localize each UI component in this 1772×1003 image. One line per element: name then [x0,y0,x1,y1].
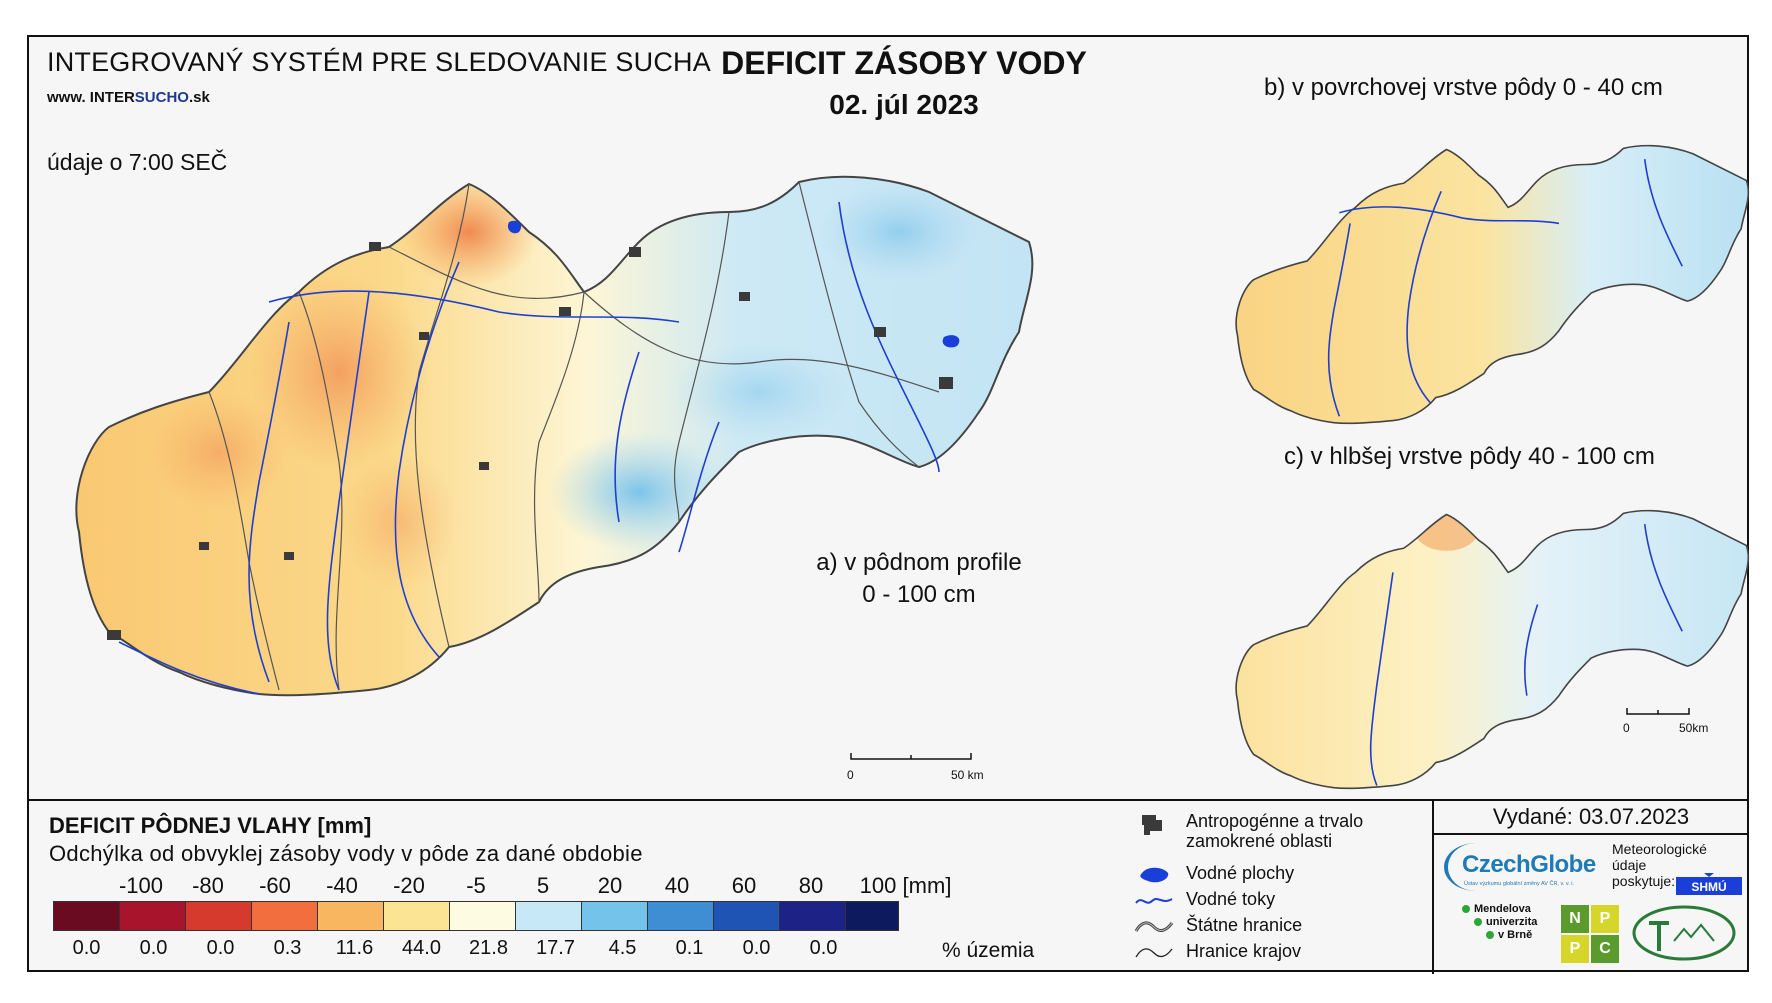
scale-small-end: 50km [1679,721,1708,735]
legend-percentage: 0.0 [72,937,101,959]
legend-percentage: 0.0 [809,937,838,959]
map-area: INTEGROVANÝ SYSTÉM PRE SLEDOVANIE SUCHA … [29,37,1750,801]
legend-swatch [450,902,516,930]
legend-tick: -100 [118,873,164,898]
main-date: 02. júl 2023 [829,89,979,120]
time-note: údaje o 7:00 SEČ [47,149,228,175]
legend-tick: -80 [192,873,224,898]
legend-percentage: 0.1 [675,937,704,959]
legend-swatch [582,902,648,930]
legend-percentage: 21.8 [469,937,508,959]
legend-swatch [120,902,186,930]
legend-tick: -60 [259,873,291,898]
legend-swatch [384,902,450,930]
legend-subtitle: Odchýlka od obvyklej zásoby vody v pôde … [49,841,643,866]
shmu-text: SHMÚ [1691,879,1726,894]
legend-swatch [714,902,780,930]
state-border-icon [1134,921,1174,932]
legend-area: DEFICIT PÔDNEJ VLAHY [mm] Odchýlka od ob… [29,801,1748,974]
legend-unit: [mm] [902,873,952,898]
legend-percentage: 0.3 [273,937,302,959]
legend-percentage: 0.0 [206,937,235,959]
legend-tick: 40 [664,873,690,898]
scale-small-zero: 0 [1623,721,1630,735]
czechglobe-logo: CzechGlobe Ústav výzkumu globální změny … [1442,841,1607,897]
nppc-logo: N P P C [1561,905,1619,963]
main-title: DEFICIT ZÁSOBY VODY [721,45,1087,81]
issued-date: Vydané: 03.07.2023 [1434,801,1748,835]
legend-tick: 5 [536,873,550,898]
czechglobe-subtitle: Ústav výzkumu globální změny AV ČR, v. v… [1464,881,1575,887]
legend-tick: 80 [798,873,824,898]
map-b-label: b) v povrchovej vrstve pôdy 0 - 40 cm [1264,74,1663,101]
legend-swatch [54,902,120,930]
legend-swatch [648,902,714,930]
map-a-soil-profile [75,175,1034,697]
key-item-region-border: Hranice krajov [1134,941,1394,965]
key-item-state-border: Štátne hranice [1134,915,1394,939]
legend-title: DEFICIT PÔDNEJ VLAHY [mm] [49,813,372,838]
shmu-logo: SHMÚ [1676,873,1742,895]
key-item-river: Vodné toky [1134,889,1394,913]
legend-swatch [846,902,898,930]
czechglobe-arc-icon [1444,843,1508,891]
legend-percentage: 4.5 [608,937,637,959]
legend-percentage: 44.0 [402,937,441,959]
system-title: INTEGROVANÝ SYSTÉM PRE SLEDOVANIE SUCHA [47,47,711,77]
map-b-surface-layer [1235,144,1750,425]
mendel-logo: Mendelova univerzita v Brně [1462,903,1537,942]
legend-tick: 20 [597,873,623,898]
legend-ticks: -100 -80 -60 -40 -20 -5 5 20 40 60 80 10… [49,873,952,899]
czechglobe-name: CzechGlobe [1462,851,1596,878]
legend-tick: -20 [393,873,425,898]
legend-percentage: 0.0 [742,937,771,959]
urban-area-icon [1142,815,1162,835]
legend-swatch [252,902,318,930]
map-c-deep-layer [1235,509,1750,790]
meteo-provider-note: Meteorologické údaje poskytuje: [1612,841,1707,889]
scale-end: 50 km [951,768,984,782]
mendel-dot-icon [1474,918,1482,927]
map-c-scale-bar: 0 50km [1623,708,1708,735]
legend-tick: -5 [466,873,486,898]
percent-label: % územia [942,939,1035,962]
mendel-dot-icon [1486,931,1494,940]
legend-percentage: 11.6 [335,937,374,959]
legend-tick: -40 [326,873,358,898]
legend-swatch [780,902,846,930]
legend-swatch [186,902,252,930]
key-item-urban: Antropogénne a trvalo zamokrené oblasti [1134,811,1394,855]
credits-box: Vydané: 03.07.2023 CzechGlobe Ústav výzk… [1432,801,1748,974]
map-a-label: a) v pôdnom profile 0 - 100 cm [816,549,1022,608]
legend-percentages: 0.0 0.0 0.0 0.3 11.6 44.0 21.8 17.7 4.5 … [53,937,857,960]
legend-percentage: 17.7 [536,937,575,959]
river-icon [1135,898,1173,904]
water-body-icon [1140,867,1169,883]
map-c-label: c) v hlbšej vrstve pôdy 40 - 100 cm [1284,443,1655,470]
legend-swatch [318,902,384,930]
map-frame: INTEGROVANÝ SYSTÉM PRE SLEDOVANIE SUCHA … [27,35,1750,974]
key-item-water-body: Vodné plochy [1134,863,1394,887]
ustav-vied-o-zemi-logo [1632,905,1736,961]
scale-zero: 0 [847,768,854,782]
legend-tick: 60 [731,873,757,898]
legend-color-ramp [53,901,899,931]
region-border-icon [1135,948,1173,958]
legend-tick: 100 [859,873,897,898]
legend-percentage: 0.0 [139,937,168,959]
mendel-dot-icon [1462,905,1470,914]
map-a-scale-bar: 0 50 km [847,753,984,782]
legend-swatch [516,902,582,930]
website-link[interactable]: www. INTERSUCHO.sk [47,89,210,106]
